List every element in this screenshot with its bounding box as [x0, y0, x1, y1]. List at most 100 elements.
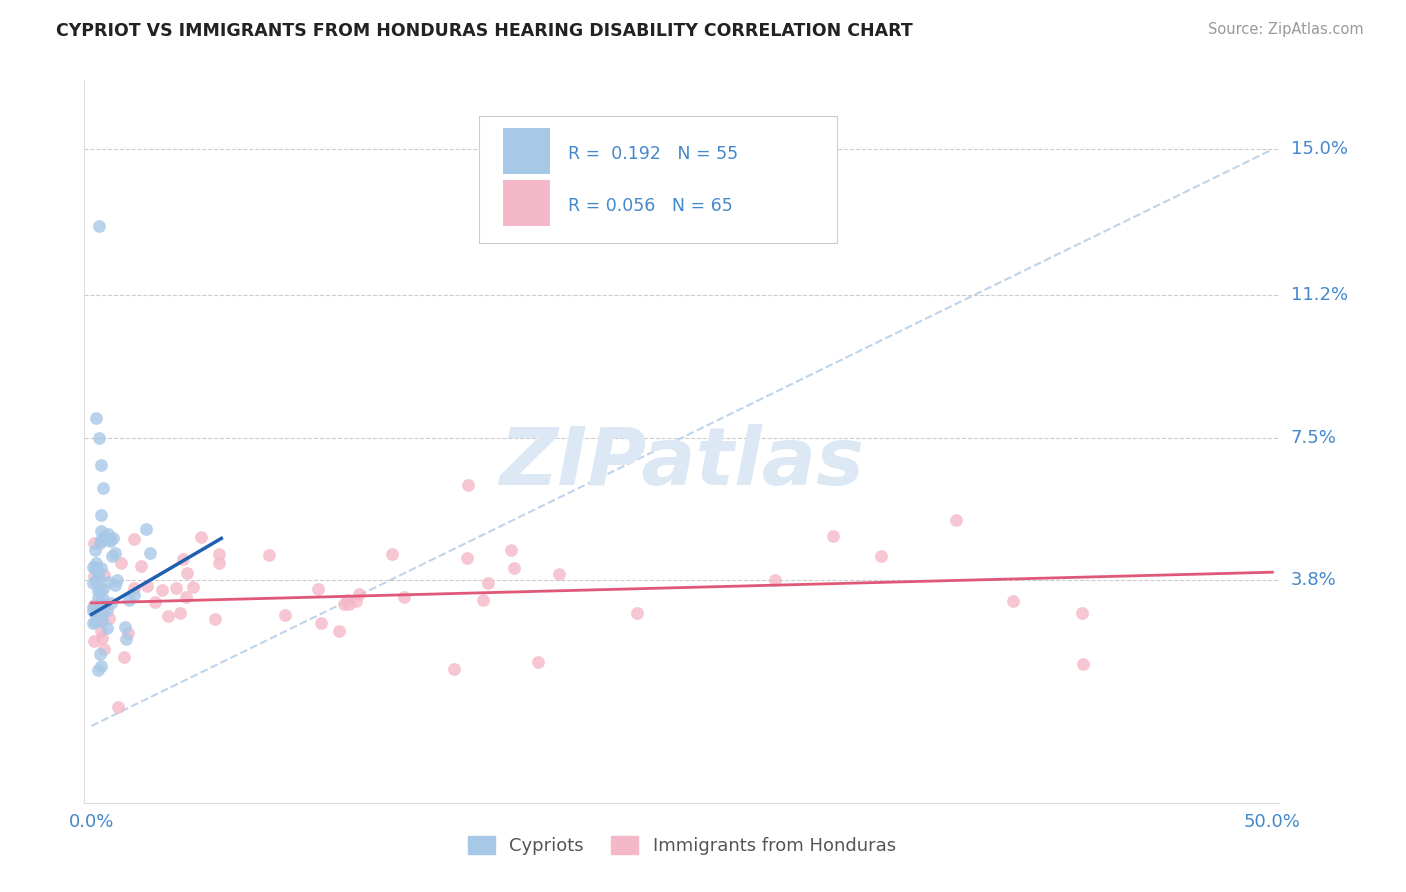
Point [90, 458, 112, 472]
Point [333, 597, 356, 611]
Point [87, 591, 110, 606]
Point [87, 606, 110, 620]
Point [336, 592, 359, 607]
Point [204, 612, 226, 626]
Point [503, 561, 526, 575]
Point [89, 611, 111, 625]
Point [823, 529, 845, 543]
Point [1070, 606, 1092, 620]
Point [311, 615, 333, 630]
Point [122, 589, 145, 603]
Point [208, 557, 231, 571]
Point [499, 543, 522, 558]
Point [86, 584, 108, 599]
Point [114, 620, 136, 634]
Point [96, 575, 118, 590]
Point [471, 593, 494, 607]
Point [98, 533, 121, 547]
Point [337, 597, 360, 611]
Point [87, 664, 110, 678]
Point [89, 647, 111, 661]
FancyBboxPatch shape [479, 116, 838, 243]
Point [347, 587, 370, 601]
Point [84, 561, 107, 575]
Point [83, 568, 105, 582]
Point [165, 581, 187, 595]
Point [84, 411, 107, 425]
Point [101, 531, 124, 545]
Point [89, 596, 111, 610]
Point [96, 621, 118, 635]
Point [174, 591, 197, 605]
Point [86, 562, 108, 576]
Point [328, 624, 350, 638]
Point [344, 593, 367, 607]
Point [477, 575, 499, 590]
Point [82, 616, 104, 631]
Point [763, 574, 786, 588]
Point [101, 549, 124, 563]
Point [90, 561, 112, 575]
Point [84, 574, 107, 588]
Point [274, 607, 297, 622]
Point [1073, 657, 1095, 672]
Point [150, 582, 173, 597]
Point [82, 576, 104, 591]
Point [87, 219, 110, 234]
Point [87, 570, 110, 584]
Point [157, 608, 180, 623]
Bar [503, 128, 551, 174]
Point [394, 591, 416, 605]
Point [100, 596, 122, 610]
Text: 3.8%: 3.8% [1291, 571, 1336, 589]
Point [143, 595, 166, 609]
Point [83, 598, 105, 612]
Point [183, 580, 205, 594]
Point [83, 535, 105, 549]
Point [83, 559, 105, 574]
Point [93, 529, 115, 543]
Point [122, 582, 145, 596]
Point [107, 699, 129, 714]
Point [307, 582, 329, 597]
Text: R =  0.192   N = 55: R = 0.192 N = 55 [568, 145, 738, 163]
Point [93, 568, 115, 582]
Point [90, 624, 112, 638]
Point [84, 556, 107, 570]
Point [456, 551, 478, 566]
Point [93, 641, 115, 656]
Point [98, 534, 121, 549]
Point [114, 632, 136, 646]
Point [90, 524, 112, 538]
Point [112, 649, 135, 664]
Text: CYPRIOT VS IMMIGRANTS FROM HONDURAS HEARING DISABILITY CORRELATION CHART: CYPRIOT VS IMMIGRANTS FROM HONDURAS HEAR… [56, 22, 912, 40]
Point [527, 656, 550, 670]
Point [117, 626, 139, 640]
Legend: Cypriots, Immigrants from Honduras: Cypriots, Immigrants from Honduras [461, 829, 903, 863]
Point [110, 557, 132, 571]
Point [457, 478, 479, 492]
Point [89, 598, 111, 612]
Point [257, 548, 280, 562]
Point [208, 547, 231, 561]
Point [129, 559, 152, 574]
Point [82, 604, 104, 618]
Point [82, 600, 104, 615]
Text: ZIPatlas: ZIPatlas [499, 425, 865, 502]
Point [626, 606, 648, 620]
Point [135, 522, 157, 536]
Point [83, 542, 105, 557]
Point [139, 546, 162, 560]
Point [547, 567, 569, 582]
Point [83, 633, 105, 648]
Point [105, 573, 128, 587]
Point [91, 631, 114, 645]
Bar [503, 180, 551, 227]
Point [96, 603, 118, 617]
Point [118, 592, 141, 607]
Text: 11.2%: 11.2% [1291, 286, 1348, 304]
Point [190, 530, 212, 544]
Point [945, 513, 967, 527]
Point [135, 579, 157, 593]
Point [89, 615, 111, 629]
